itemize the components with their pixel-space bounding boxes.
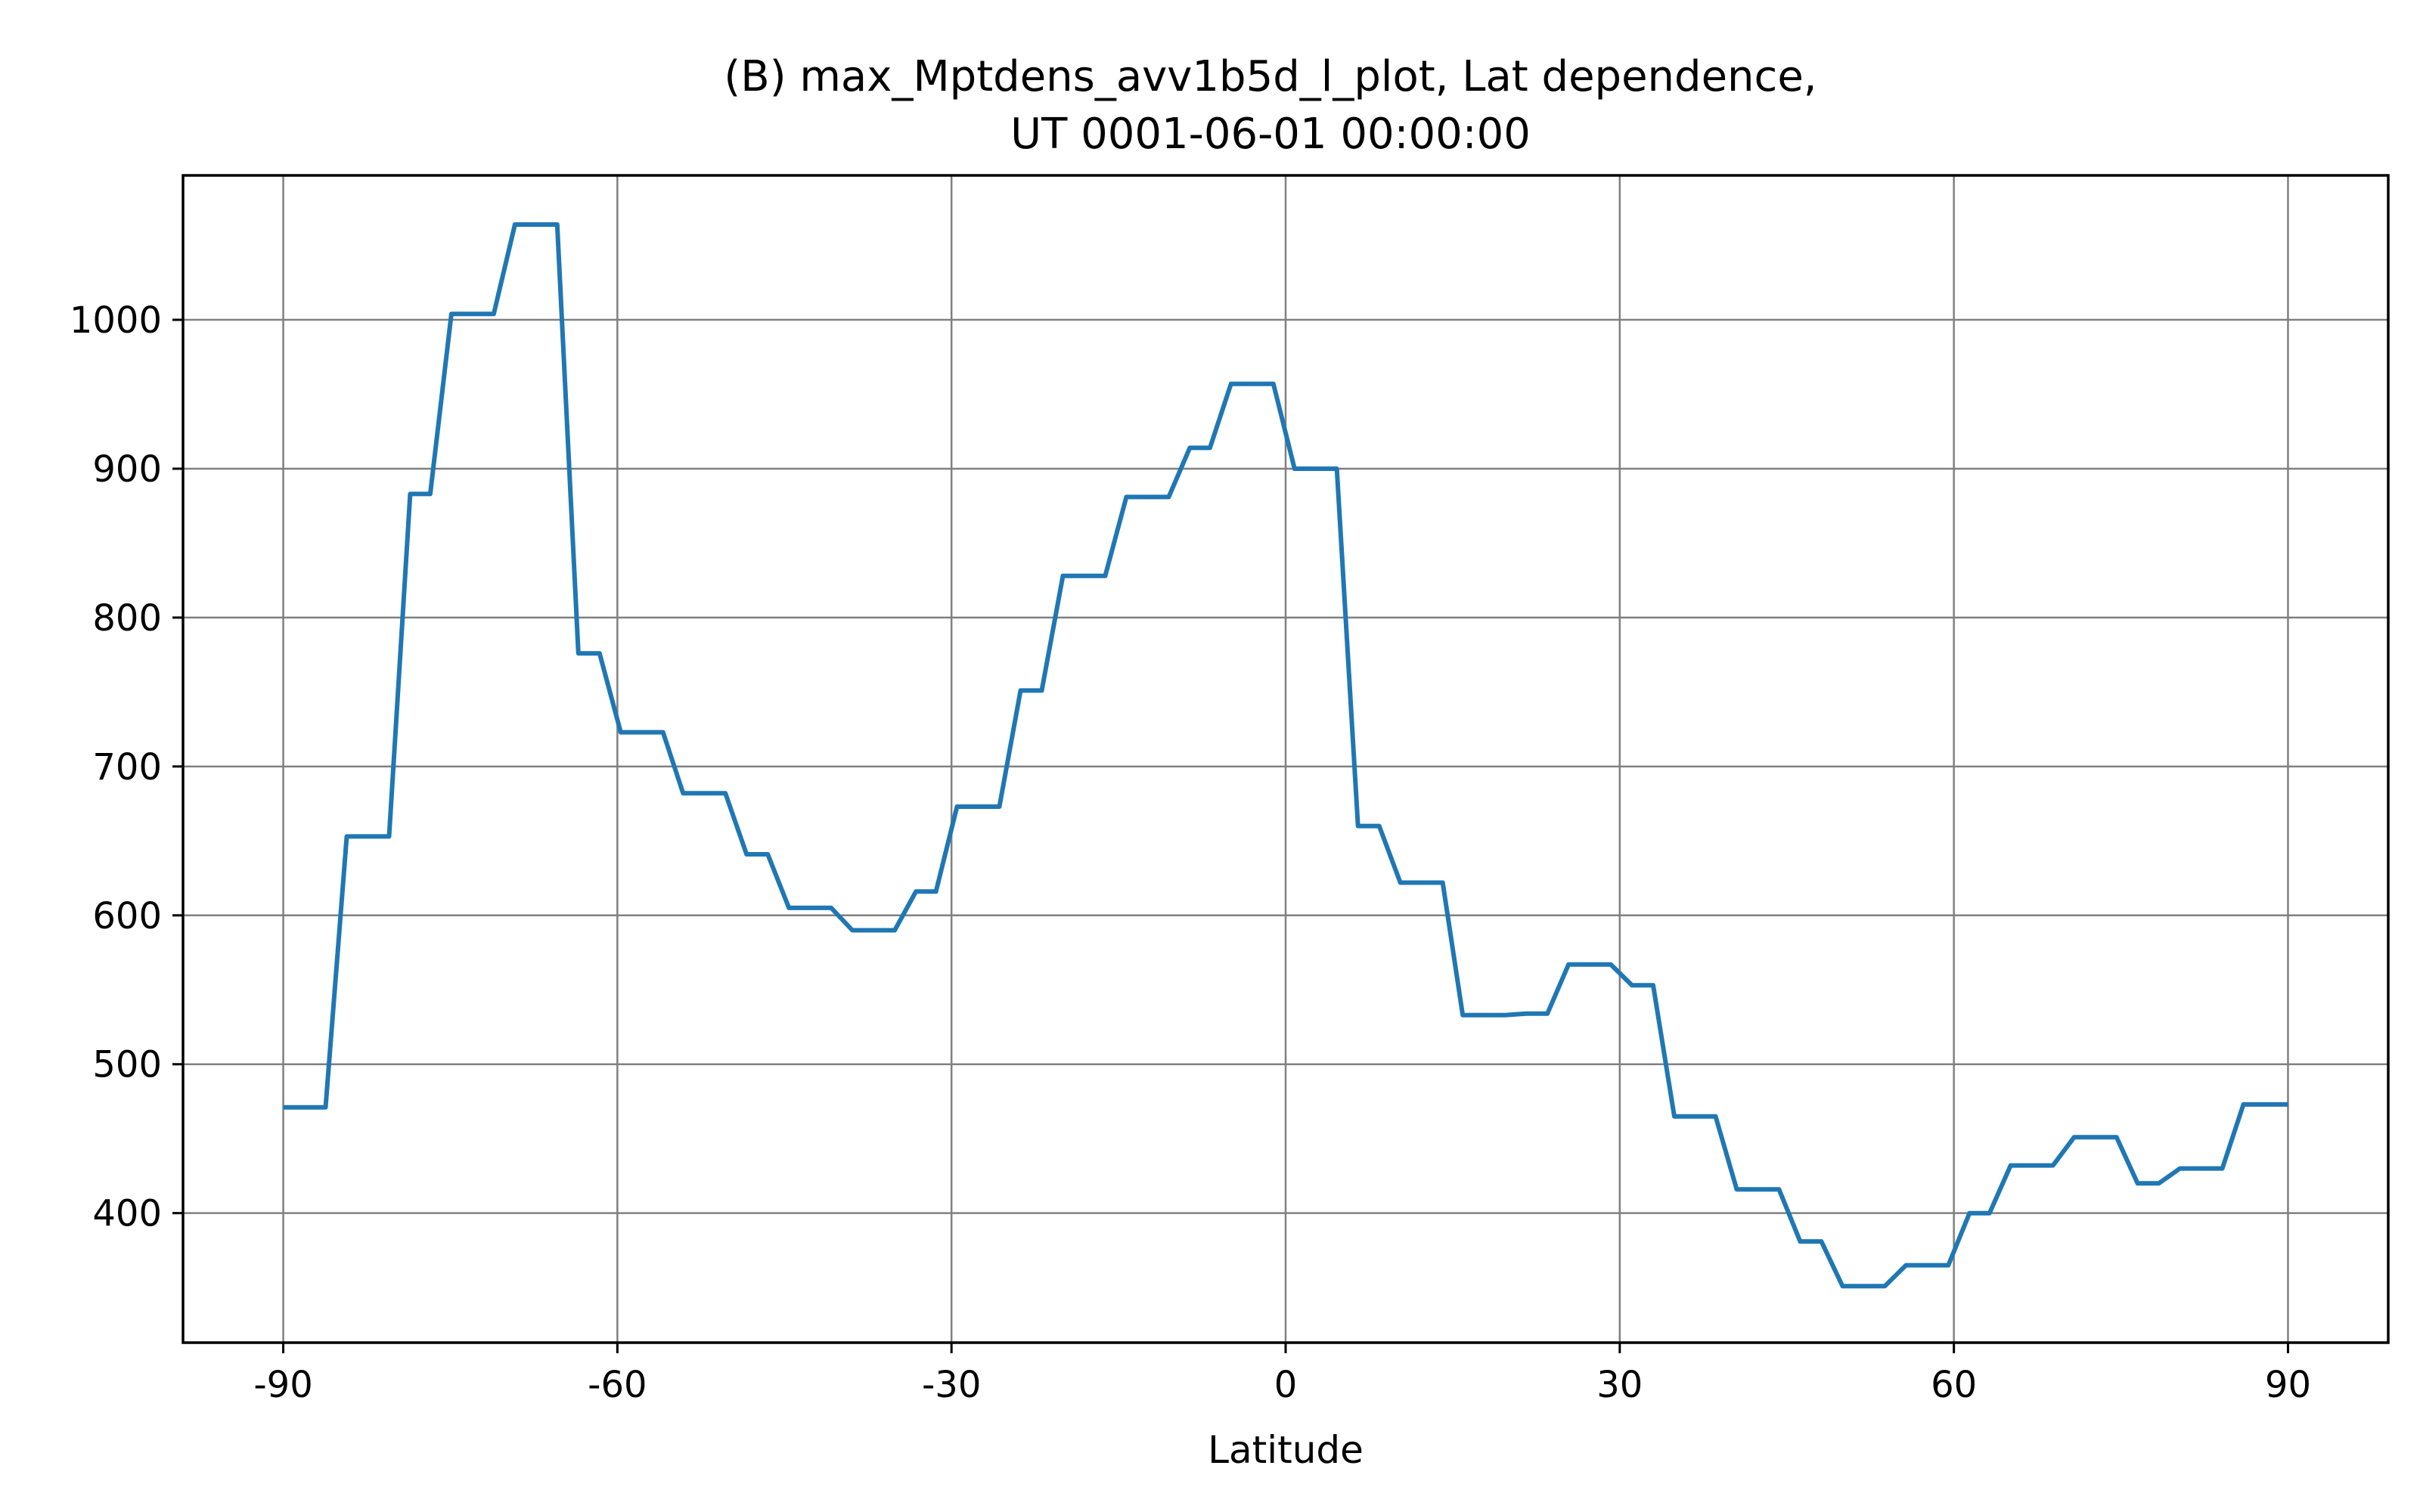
series-line [283, 222, 2288, 1289]
x-tick-label: 30 [1596, 1364, 1643, 1406]
y-tick-label: 900 [92, 448, 162, 491]
chart-title: (B) max_Mptdens_avv1b5d_l_plot, Lat depe… [724, 52, 1817, 159]
x-tick-label: 0 [1274, 1364, 1298, 1406]
y-tick-label: 500 [92, 1044, 162, 1086]
y-tick-labels: 400 500 600 700 800 900 1000 [70, 299, 162, 1235]
x-tick-label: -60 [588, 1364, 647, 1406]
chart-title-line-2: UT 0001-06-01 00:00:00 [1010, 110, 1531, 159]
y-tick-label: 600 [92, 895, 162, 937]
x-tick-label: -90 [253, 1364, 312, 1406]
x-tick-label: 90 [2265, 1364, 2311, 1406]
y-tick-label: 800 [92, 597, 162, 640]
axis-ticks [172, 318, 2289, 1353]
x-axis-label: Latitude [1208, 1428, 1364, 1472]
x-tick-labels: -90 -60 -30 0 30 60 90 [253, 1364, 2311, 1406]
chart-title-line-1: (B) max_Mptdens_avv1b5d_l_plot, Lat depe… [724, 52, 1817, 101]
plot-frame [182, 174, 2390, 1344]
x-tick-label: 60 [1931, 1364, 1977, 1406]
grid-lines [183, 175, 2388, 1343]
y-tick-label: 700 [92, 746, 162, 789]
y-tick-label: 400 [92, 1193, 162, 1235]
y-tick-label: 1000 [70, 299, 162, 342]
x-tick-label: -30 [922, 1364, 981, 1406]
